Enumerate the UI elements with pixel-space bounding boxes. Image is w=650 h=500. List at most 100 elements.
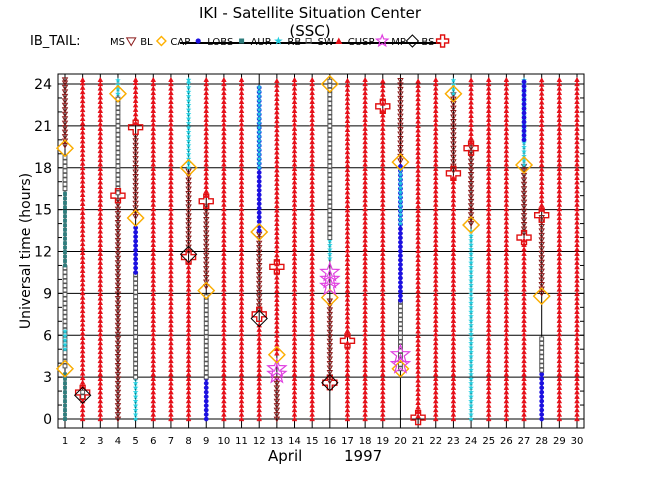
track-point-sw [238, 90, 245, 96]
track-point-sw [221, 286, 227, 292]
track-point-cap [398, 284, 403, 290]
track-point-rb [133, 370, 139, 376]
track-point-sw [556, 340, 563, 346]
track-point-sw [221, 157, 227, 163]
track-point-sw [291, 259, 298, 265]
track-point-rb [203, 334, 209, 340]
track-point-sw [344, 402, 351, 408]
track-point-sw [415, 163, 421, 169]
track-point-sw [362, 197, 368, 203]
track-point-sw [97, 174, 104, 180]
track-point-sw [485, 259, 492, 265]
track-point-sw [432, 215, 439, 221]
track-point-sw [556, 98, 563, 105]
track-point-rb [327, 141, 333, 147]
track-point-sw [362, 304, 368, 310]
track-point-rb [115, 132, 121, 138]
track-point-cap [539, 376, 545, 382]
track-point-sw [79, 281, 86, 287]
track-point-sw [132, 102, 139, 108]
track-point-sw [379, 362, 386, 368]
track-point-sw [309, 90, 315, 96]
track-point-rb [62, 186, 68, 192]
track-point-sw [221, 384, 227, 390]
x-tick-label: 14 [288, 436, 301, 447]
track-point-sw [221, 179, 227, 185]
track-point-sw [362, 215, 368, 221]
track-point-sw [168, 90, 174, 96]
track-point-lobs [63, 218, 67, 223]
track-point-sw [556, 125, 563, 131]
track-point-sw [574, 228, 580, 234]
track-point-sw [485, 76, 492, 82]
track-point-sw [379, 358, 386, 364]
track-point-sw [150, 389, 157, 395]
track-point-sw [450, 353, 457, 359]
track-point-sw [150, 103, 157, 109]
track-point-sw [291, 264, 298, 270]
track-point-sw [168, 134, 174, 140]
track-point-sw [379, 250, 386, 256]
track-point-sw [503, 299, 510, 306]
track-point-sw [432, 402, 439, 408]
track-point-aur [468, 295, 475, 301]
track-point-sw [556, 116, 563, 122]
track-point-sw [291, 389, 298, 395]
track-point-cap [398, 235, 403, 241]
track-point-sw [432, 299, 439, 306]
track-point-sw [503, 112, 510, 118]
track-point-sw [362, 130, 368, 136]
marker-bl [391, 153, 410, 172]
track-point-sw [203, 103, 210, 109]
track-point-sw [79, 366, 86, 372]
track-point-sw [238, 308, 245, 314]
track-point-sw [238, 291, 245, 297]
track-point-cap [256, 170, 262, 175]
track-point-sw [432, 94, 439, 100]
track-point-sw [556, 358, 563, 364]
track-point-sw [556, 103, 563, 109]
track-point-sw [538, 112, 545, 118]
track-point-sw [379, 107, 386, 113]
track-point-sw [344, 349, 351, 355]
track-point-sw [415, 172, 421, 178]
track-point-sw [521, 273, 527, 279]
track-point-cap [133, 252, 139, 257]
track-point-aur [132, 380, 139, 386]
track-point-rb [62, 301, 68, 306]
track-point-aur [326, 246, 333, 253]
track-point-sw [309, 215, 315, 221]
track-point-sw [362, 116, 368, 122]
track-point-aur [397, 180, 404, 186]
track-point-sw [485, 157, 492, 163]
track-point-sw [485, 85, 492, 91]
track-point-sw [274, 189, 280, 195]
track-point-sw [362, 411, 368, 417]
track-point-sw [503, 90, 510, 96]
track-point-sw [379, 255, 386, 261]
track-point-sw [203, 98, 210, 105]
track-point-sw [574, 366, 580, 373]
track-point-sw [415, 399, 421, 405]
track-point-sw [221, 107, 227, 113]
track-point-sw [238, 349, 245, 355]
track-point-sw [221, 116, 227, 122]
track-point-sw [379, 411, 386, 417]
track-point-sw [432, 116, 439, 122]
track-point-sw [309, 259, 315, 265]
track-point-sw [574, 308, 580, 314]
track-point-cap [398, 253, 403, 259]
track-point-cap [133, 265, 139, 271]
track-point-sw [185, 389, 192, 395]
track-point-sw [309, 295, 315, 301]
track-point-sw [344, 375, 351, 381]
track-point-sw [362, 371, 368, 377]
track-point-rb [327, 235, 333, 240]
x-tick-label: 8 [185, 436, 191, 447]
track-point-sw [274, 140, 280, 146]
track-point-sw [485, 192, 492, 198]
track-point-sw [556, 282, 563, 288]
track-point-sw [291, 232, 298, 239]
track-point-sw [503, 291, 510, 297]
track-point-ms [397, 77, 404, 84]
